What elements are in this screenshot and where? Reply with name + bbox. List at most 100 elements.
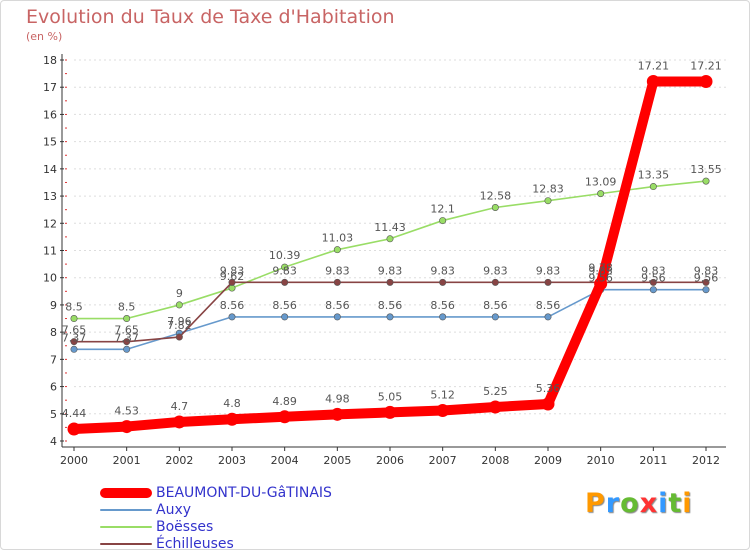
data-point (594, 277, 608, 291)
x-tick-label: 2002 (165, 454, 193, 467)
legend-label: Boësses (156, 518, 214, 535)
data-point (491, 313, 499, 321)
y-tick-label: 6 (50, 381, 57, 394)
data-point (281, 263, 289, 271)
data-point (597, 190, 605, 198)
series-lines (67, 74, 713, 436)
data-label: 4.53 (114, 405, 139, 418)
legend-swatch (100, 542, 152, 545)
legend-item: Échilleuses (100, 535, 332, 552)
data-point (436, 404, 450, 418)
data-label: 9.56 (588, 272, 613, 285)
data-label: 8.56 (325, 299, 350, 312)
data-label: 9 (176, 287, 183, 300)
data-point (67, 422, 81, 436)
data-point (649, 183, 657, 191)
data-point (123, 338, 131, 346)
axes: 4 5 6 7 8 9 10 11 12 13 14 15 16 17 18 2000 2001 2002 2003… (43, 54, 726, 467)
data-label: 7.82 (167, 319, 192, 332)
y-tick-label: 17 (43, 81, 57, 94)
x-tick-label: 2001 (113, 454, 141, 467)
data-label: 7.37 (62, 331, 87, 344)
data-point (225, 412, 239, 426)
data-label: 5.36 (536, 382, 561, 395)
data-label: 11.43 (374, 221, 406, 234)
y-tick-label: 15 (43, 136, 57, 149)
legend-item: Auxy (100, 501, 332, 518)
data-point (702, 278, 710, 286)
x-tick-label: 2005 (323, 454, 351, 467)
data-point (175, 301, 183, 309)
data-label: 9.83 (588, 264, 613, 277)
data-label: 9.83 (536, 264, 561, 277)
data-label: 12.83 (532, 183, 564, 196)
series-line-3 (73, 281, 707, 343)
data-point (491, 204, 499, 212)
x-tick-label: 2007 (429, 454, 457, 467)
x-tick-label: 2009 (534, 454, 562, 467)
proxiti-logo: Proxiti (585, 488, 693, 519)
data-point (544, 313, 552, 321)
data-label: 7.65 (62, 324, 87, 337)
legend-label: BEAUMONT-DU-GâTINAIS (156, 484, 332, 501)
data-label: 8.56 (378, 299, 403, 312)
data-point (439, 278, 447, 286)
x-tick-label: 2011 (639, 454, 667, 467)
legend-label: Échilleuses (156, 535, 234, 552)
data-label: 9.83 (220, 264, 245, 277)
x-tick-label: 2004 (271, 454, 299, 467)
data-label: 9.83 (483, 264, 508, 277)
data-label: 8.56 (220, 299, 245, 312)
legend: BEAUMONT-DU-GâTINAIS Auxy Boësses Échilleus… (100, 484, 332, 552)
data-point (491, 278, 499, 286)
data-label: 8.56 (536, 299, 561, 312)
x-tick-label: 2006 (376, 454, 404, 467)
legend-item: BEAUMONT-DU-GâTINAIS (100, 484, 332, 501)
data-point (702, 177, 710, 185)
data-label: 13.09 (585, 176, 617, 189)
data-label: 9.56 (694, 272, 719, 285)
y-tick-label: 5 (50, 408, 57, 421)
data-label: 9.83 (272, 264, 297, 277)
y-tick-label: 11 (43, 245, 57, 258)
data-point (120, 420, 134, 434)
data-label: 9.83 (430, 264, 455, 277)
data-label: 13.35 (638, 169, 670, 182)
x-tick-label: 2012 (692, 454, 720, 467)
data-label: 5.12 (430, 389, 455, 402)
data-point (172, 415, 186, 429)
data-point (439, 217, 447, 225)
data-point (386, 313, 394, 321)
data-label: 7.96 (167, 315, 192, 328)
chart-subtitle: (en %) (26, 30, 63, 43)
legend-swatch (100, 525, 152, 528)
data-point (281, 313, 289, 321)
y-tick-label: 8 (50, 326, 57, 339)
data-point (488, 400, 502, 414)
data-label: 9.83 (325, 264, 350, 277)
x-tick-label: 2003 (218, 454, 246, 467)
data-point (544, 197, 552, 205)
data-label: 10.39 (269, 249, 301, 262)
data-point (699, 74, 713, 88)
data-point (123, 345, 131, 353)
data-point (541, 397, 555, 411)
data-label: 17.21 (638, 59, 670, 72)
data-point (646, 74, 660, 88)
data-label: 8.56 (430, 299, 455, 312)
data-label: 9.83 (694, 264, 719, 277)
x-tick-label: 2008 (481, 454, 509, 467)
data-point (333, 278, 341, 286)
chart-title: Evolution du Taux de Taxe d'Habitation (26, 6, 395, 28)
x-tick-label: 2010 (587, 454, 615, 467)
data-label: 9.78 (588, 262, 613, 275)
data-point (228, 278, 236, 286)
y-tick-label: 10 (43, 272, 57, 285)
data-point (70, 345, 78, 353)
data-label: 5.05 (378, 390, 403, 403)
data-label: 12.1 (430, 203, 455, 216)
data-label: 4.89 (272, 395, 297, 408)
data-point (649, 286, 657, 294)
data-point (70, 315, 78, 323)
